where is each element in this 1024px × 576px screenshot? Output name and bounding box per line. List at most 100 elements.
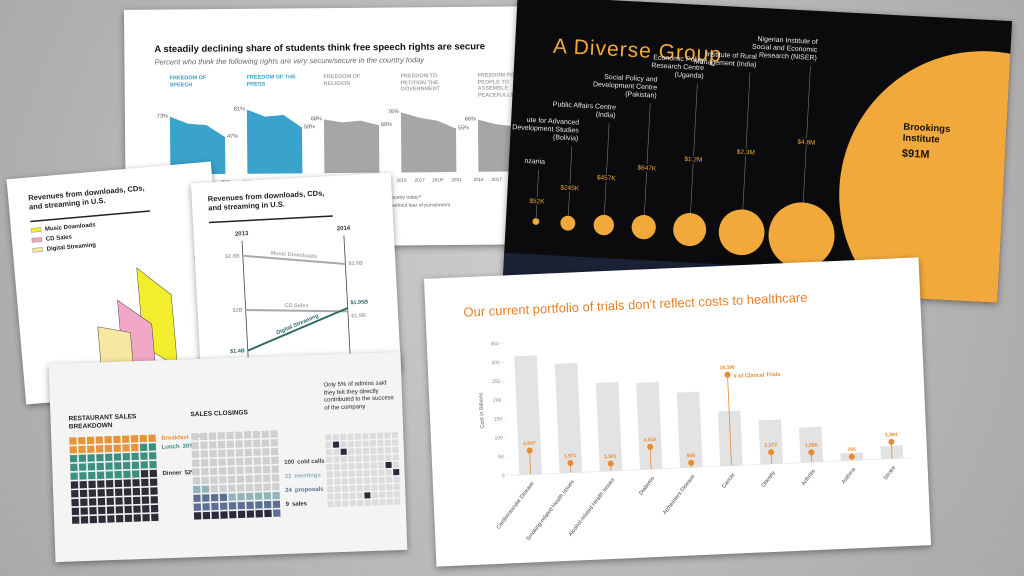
waffle-cell	[88, 480, 96, 489]
waffle-cell	[226, 440, 235, 449]
waffle-cell	[384, 447, 392, 454]
y-tick-label: 200	[493, 398, 502, 404]
waffle-cell	[192, 476, 201, 485]
waffle-cell	[254, 492, 263, 500]
waffle-cell	[355, 440, 362, 447]
y-tick-label: 100	[495, 435, 504, 441]
waffle-cell	[262, 456, 270, 465]
waffle-cell	[113, 435, 121, 444]
waffle-cell	[348, 455, 355, 462]
waffle-cell	[192, 468, 200, 476]
waffle-cell	[347, 441, 354, 448]
panel-canvas: 2013 2014 Music Downloads $2.8B $2.6B CD Sale…	[208, 215, 368, 366]
waffle-cell	[202, 494, 210, 502]
chart-title: Our current portfolio of trials don't re…	[463, 290, 808, 320]
waffle-cell	[219, 502, 228, 510]
waffle-cell	[333, 471, 341, 478]
waffle-cell	[228, 493, 236, 501]
series-label: # of Clinical Trials	[733, 372, 780, 380]
waffle-cell	[210, 485, 219, 493]
waffle-cell	[243, 431, 252, 439]
waffle-cell	[70, 472, 78, 480]
waffle-cell	[236, 484, 245, 492]
waffle-cell	[326, 471, 333, 478]
waffle-cell	[348, 463, 355, 470]
waffle-cell	[261, 439, 270, 447]
waffle-cell	[201, 485, 210, 493]
waffle-cell	[332, 434, 339, 441]
value-label: 81%	[234, 106, 245, 112]
panel-header: FREEDOM OF THE PRESS	[246, 74, 296, 88]
waffle-cell	[378, 476, 385, 484]
waffle-cell	[132, 496, 141, 505]
waffle-cell	[193, 512, 202, 520]
waffle-cell	[245, 466, 253, 474]
x-tick-label: Obesity	[761, 470, 777, 489]
waffle-cell	[151, 513, 159, 522]
waffle-cell	[378, 462, 385, 469]
waffle-cell	[340, 448, 347, 455]
waffle-cell	[340, 433, 347, 441]
waffle-cell	[263, 483, 271, 491]
segment-name: Breakfast	[161, 435, 189, 442]
waffle-cell	[89, 507, 97, 515]
panel-header: FREEDOM OF RELIGION	[323, 73, 361, 87]
x-tick-label: 2019*	[432, 177, 444, 182]
waffle-cell	[115, 497, 123, 505]
waffle-cell	[244, 457, 253, 466]
waffle-cell	[123, 479, 131, 487]
waffle-cell	[149, 460, 157, 469]
waffle-cell	[333, 463, 340, 470]
waffle-cell	[355, 455, 362, 462]
footnote: ared in the country today?	[364, 195, 422, 202]
waffle-cell	[149, 478, 158, 486]
waffle-cell	[71, 507, 80, 516]
waffle-cell	[97, 480, 105, 488]
value-label: 55%	[458, 125, 469, 131]
waffle-cell	[87, 454, 95, 462]
waffle-cell	[142, 505, 150, 513]
bubble	[718, 209, 765, 256]
y-tick-label: 50	[498, 454, 504, 460]
waffle-cell	[105, 462, 113, 470]
waffle-cell	[273, 509, 281, 517]
waffle-cell	[104, 436, 112, 444]
waffle-cell	[87, 445, 95, 453]
waffle-cell	[71, 498, 79, 507]
waffle-cell	[69, 454, 78, 463]
lollipop-dot	[808, 449, 815, 456]
waffle-cell	[80, 507, 88, 515]
waffle-segment	[332, 441, 400, 499]
slope-line	[247, 307, 349, 352]
waffle-cell	[237, 493, 245, 501]
waffle-cell	[131, 461, 140, 469]
bubble	[768, 202, 835, 269]
waffle-cell	[114, 462, 122, 470]
waffle-cell	[340, 441, 347, 448]
waffle-cell	[113, 453, 122, 461]
waffle-cell	[349, 485, 356, 492]
lollipop-dot	[526, 447, 533, 454]
waffle-cell	[272, 483, 280, 491]
waffle-cell	[201, 467, 209, 476]
bar	[514, 355, 542, 475]
waffle-cell	[139, 434, 148, 443]
waffle-cell	[377, 439, 384, 447]
waffle-cell	[370, 455, 377, 462]
waffle-cell	[227, 458, 235, 466]
waffle-cell	[356, 470, 363, 477]
waffle-cell	[385, 476, 393, 483]
lollipop-dot	[567, 459, 574, 466]
waffle-cell	[245, 475, 253, 483]
value-label: $1.9B	[351, 313, 366, 320]
lollipop-dot	[647, 443, 654, 450]
bubble-value-label: $2.3M	[737, 149, 755, 157]
waffle-cell	[114, 470, 122, 479]
waffle-cell	[202, 503, 210, 511]
waffle-cell	[217, 440, 226, 449]
waffle-cell	[370, 447, 377, 454]
waffle-cell	[105, 453, 113, 462]
waffle-cell	[262, 448, 270, 456]
waffle-cell	[385, 454, 392, 461]
line	[246, 108, 303, 128]
